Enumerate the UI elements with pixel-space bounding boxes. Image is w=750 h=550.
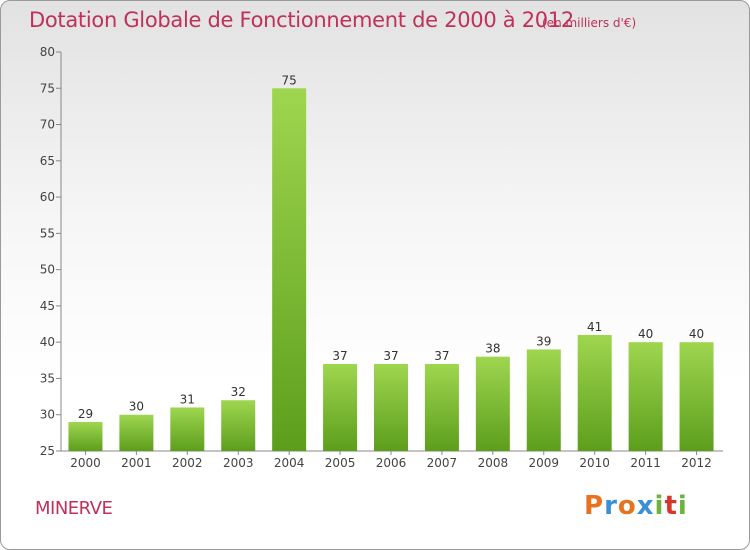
y-tick-label: 35 (40, 371, 55, 385)
data-label-2008: 38 (485, 342, 500, 356)
data-label-2001: 30 (129, 400, 144, 414)
y-tick-label: 80 (40, 45, 55, 59)
x-tick-label-2001: 2001 (121, 456, 152, 470)
bar-2004 (272, 88, 307, 451)
y-tick-label: 45 (40, 299, 55, 313)
data-label-2009: 39 (536, 334, 551, 348)
x-tick-label-2005: 2005 (325, 456, 356, 470)
y-tick-label: 30 (40, 408, 55, 422)
commune-name: MINERVE (35, 498, 113, 519)
bar-2000 (68, 421, 103, 451)
x-tick-label-2004: 2004 (274, 456, 305, 470)
data-label-2010: 41 (587, 320, 602, 334)
data-label-2012: 40 (689, 327, 704, 341)
chart-title: Dotation Globale de Fonctionnement de 20… (29, 8, 574, 32)
x-tick-label-2010: 2010 (579, 456, 610, 470)
data-label-2003: 32 (231, 385, 246, 399)
y-tick-label: 70 (40, 118, 55, 132)
x-tick-label-2003: 2003 (223, 456, 254, 470)
logo-letter: t (664, 491, 678, 521)
chart-unit-note: (en milliers d'€) (542, 16, 637, 30)
data-label-2007: 37 (434, 349, 449, 363)
bar-2002 (170, 407, 205, 451)
logo-letter: r (604, 491, 618, 521)
y-tick-label: 65 (40, 154, 55, 168)
y-tick-label: 60 (40, 190, 55, 204)
logo-letter: o (617, 491, 637, 521)
y-tick-label: 50 (40, 263, 55, 277)
x-tick-label-2000: 2000 (70, 456, 101, 470)
x-tick-label-2008: 2008 (478, 456, 509, 470)
y-tick-label: 40 (40, 335, 55, 349)
bar-2007 (424, 363, 459, 451)
bar-2010 (577, 334, 612, 451)
data-label-2000: 29 (78, 407, 93, 421)
y-tick-label: 55 (40, 226, 55, 240)
bar-2011 (628, 342, 663, 451)
data-label-2005: 37 (332, 349, 347, 363)
y-tick-label: 25 (40, 444, 55, 458)
chart-axes: 25 30 35 40 45 50 55 60 65 70 75 80 2000 2001 2002 2003… (40, 45, 723, 470)
data-label-2002: 31 (180, 392, 195, 406)
bar-2001 (119, 414, 154, 451)
x-tick-label-2007: 2007 (427, 456, 458, 470)
x-tick-label-2009: 2009 (528, 456, 559, 470)
logo-letter: x (636, 491, 655, 521)
y-tick-label: 75 (40, 81, 55, 95)
x-tick-label-2006: 2006 (376, 456, 407, 470)
bar-2003 (221, 400, 256, 451)
bar-2006 (374, 363, 408, 451)
data-label-2011: 40 (638, 327, 653, 341)
bar-2005 (323, 363, 358, 451)
data-label-2006: 37 (383, 349, 398, 363)
x-tick-label-2012: 2012 (681, 456, 712, 470)
data-label-2004: 75 (282, 73, 297, 87)
logo-letter: P (584, 491, 605, 521)
proxiti-logo[interactable]: Proxiti (584, 491, 688, 521)
logo-letter: i (677, 491, 688, 521)
x-tick-label-2002: 2002 (172, 456, 203, 470)
bar-2008 (475, 356, 510, 451)
bar-2012 (679, 342, 714, 451)
x-tick-label-2011: 2011 (630, 456, 661, 470)
logo-letter: i (654, 491, 665, 521)
chart-bars: 29 30 31 32 75 37 37 37 38 39 41 40 40 (68, 73, 714, 451)
bar-2009 (526, 349, 561, 451)
